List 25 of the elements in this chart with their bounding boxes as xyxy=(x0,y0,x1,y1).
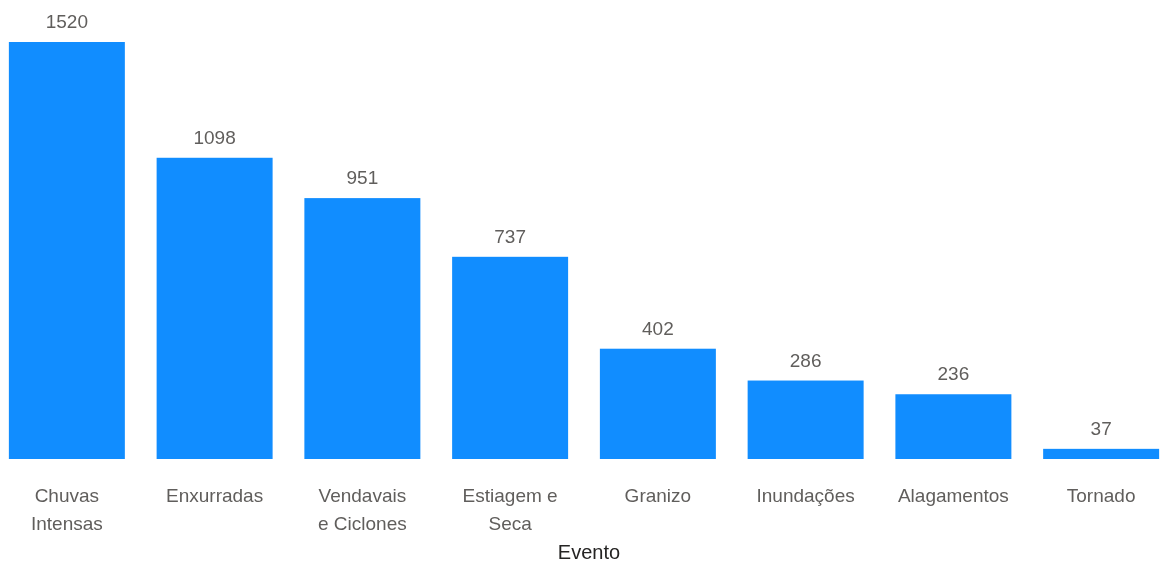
data-label: 1098 xyxy=(193,126,236,148)
data-label: 286 xyxy=(789,349,822,371)
data-label: 236 xyxy=(937,363,970,385)
x-tick-label: Granizo xyxy=(624,485,692,506)
x-tick-label: Tornado xyxy=(1066,485,1136,506)
bar xyxy=(156,157,273,459)
bar xyxy=(895,394,1012,459)
bar xyxy=(1043,448,1160,459)
bar xyxy=(452,256,569,459)
x-tick-label: Alagamentos xyxy=(897,485,1009,506)
bar xyxy=(747,380,864,459)
x-tick-label: Enxurradas xyxy=(166,485,264,506)
data-label: 37 xyxy=(1090,417,1112,439)
x-tick-label: Inundações xyxy=(756,485,855,506)
x-tick-label: Estiagem e Seca xyxy=(462,485,558,534)
x-tick-label: Chuvas Intensas xyxy=(30,485,103,534)
data-label: 1520 xyxy=(45,11,88,32)
x-axis-title: Evento xyxy=(557,541,621,563)
data-label: 951 xyxy=(346,167,379,189)
data-label: 737 xyxy=(494,225,526,247)
bar xyxy=(599,348,716,459)
bar xyxy=(8,42,125,459)
bar xyxy=(304,198,421,459)
data-label: 402 xyxy=(642,317,674,339)
x-tick-label: Vendavais e Ciclones xyxy=(318,485,407,534)
